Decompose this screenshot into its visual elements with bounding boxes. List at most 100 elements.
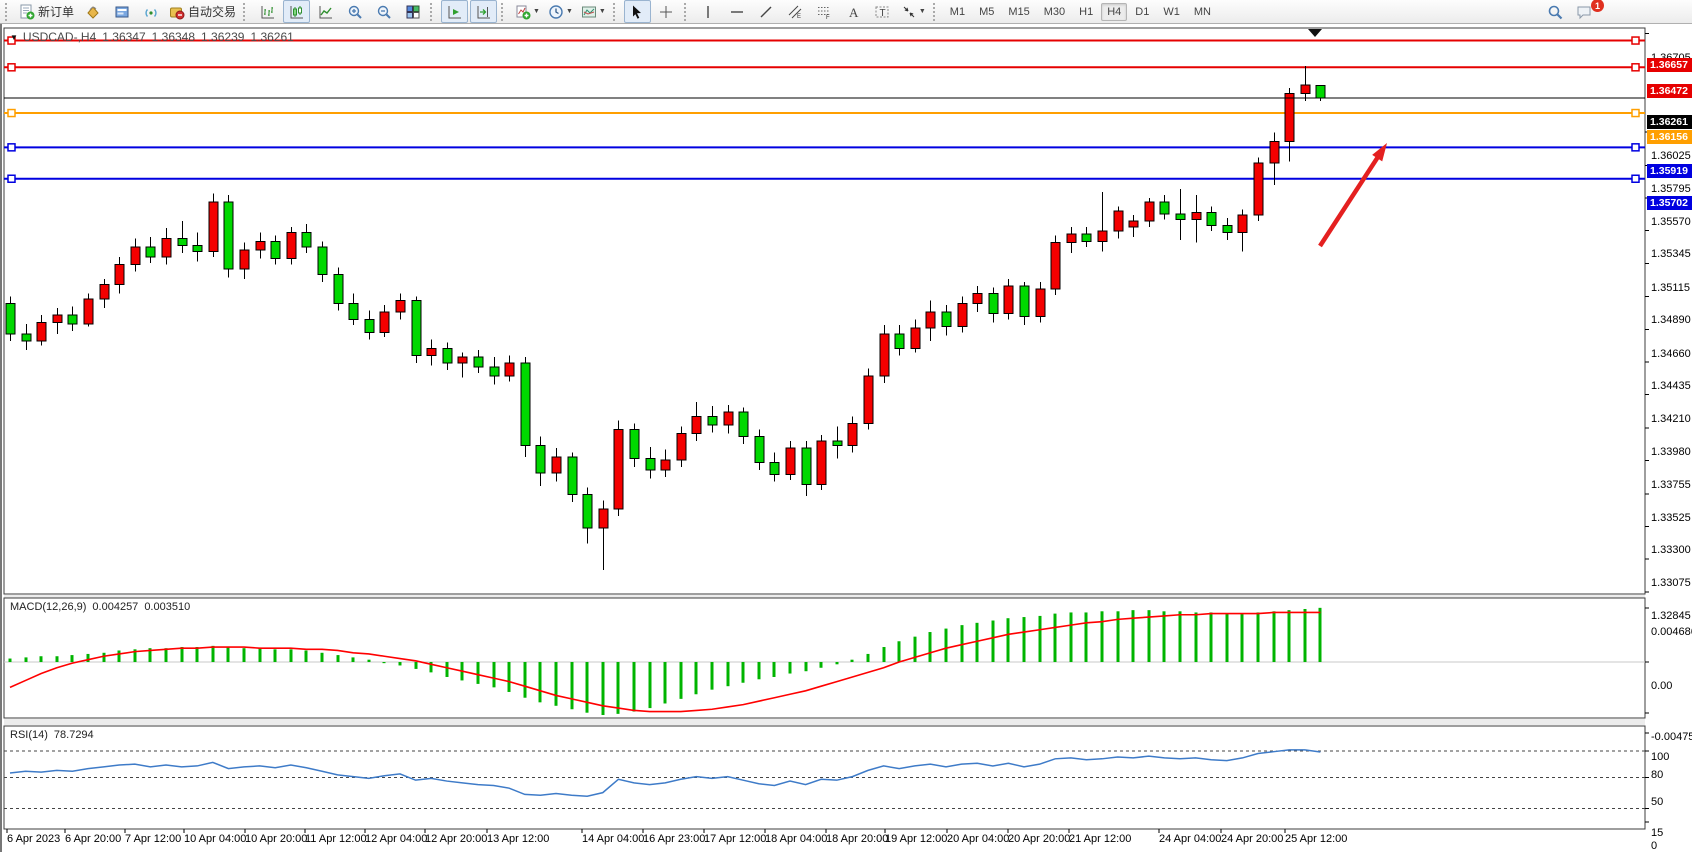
timeframe-H1[interactable]: H1 xyxy=(1079,5,1094,18)
candle-down xyxy=(1315,84,1326,99)
candle-down xyxy=(145,246,156,258)
timeframe-W1[interactable]: W1 xyxy=(1163,5,1180,18)
horizontal-line-tool-button[interactable] xyxy=(724,0,751,23)
candlestick-mode-button[interactable] xyxy=(283,0,311,23)
horizontal-line-1.35919[interactable] xyxy=(4,143,1645,152)
chart-menu-icon[interactable]: ▼ xyxy=(10,32,18,42)
timeframe-M30[interactable]: M30 xyxy=(1043,5,1066,18)
candle-up xyxy=(847,423,858,446)
last-bar-marker-icon xyxy=(1308,29,1322,37)
candle-up xyxy=(691,415,702,435)
arrows-tool-button[interactable]: ▼ xyxy=(898,0,929,23)
candle-down xyxy=(629,428,640,459)
templates-button[interactable]: ▼ xyxy=(578,0,609,23)
candle-down xyxy=(769,462,780,475)
search-icon xyxy=(1547,4,1564,21)
new-order-button[interactable]: 新订单 xyxy=(16,0,77,23)
candle-down xyxy=(67,314,78,325)
text-label-tool-button[interactable]: T xyxy=(869,0,896,23)
signals-button[interactable] xyxy=(137,0,164,23)
candle-up xyxy=(551,456,562,474)
candle-down xyxy=(582,494,593,529)
cursor-tool-button[interactable] xyxy=(623,0,651,23)
svg-text:T: T xyxy=(880,8,886,19)
candle-up xyxy=(379,311,390,333)
candle-down xyxy=(894,333,905,349)
auto-scroll-button[interactable] xyxy=(441,0,469,23)
candle-up xyxy=(598,508,609,529)
crosshair-icon xyxy=(658,4,674,20)
profiles-icon xyxy=(114,4,130,20)
horizontal-line-1.35702[interactable] xyxy=(4,174,1645,183)
timeframe-MN[interactable]: MN xyxy=(1193,5,1211,18)
candle-down xyxy=(738,411,749,438)
candle-up xyxy=(1128,220,1139,228)
line-chart-icon xyxy=(318,4,334,20)
trendline-tool-button[interactable] xyxy=(753,0,780,23)
zoom-in-button[interactable] xyxy=(341,0,368,23)
text-tool-button[interactable]: A xyxy=(840,0,867,23)
candle-down xyxy=(301,232,312,248)
candle-up xyxy=(395,300,406,313)
paint-bucket-icon xyxy=(85,4,101,20)
equidistant-channel-icon: E xyxy=(787,4,803,20)
timeframe-D1[interactable]: D1 xyxy=(1135,5,1150,18)
profiles-button[interactable] xyxy=(108,0,135,23)
search-button[interactable] xyxy=(1542,1,1569,24)
crosshair-tool-button[interactable] xyxy=(653,0,680,23)
periods-button[interactable]: ▼ xyxy=(545,0,576,23)
timeframe-M15[interactable]: M15 xyxy=(1008,5,1030,18)
chevron-down-icon: ▼ xyxy=(598,8,606,15)
panel-splitter[interactable] xyxy=(4,595,1645,598)
candle-down xyxy=(1159,201,1170,215)
candle-up xyxy=(910,327,921,349)
candle-up xyxy=(1191,211,1202,221)
timeframe-M5[interactable]: M5 xyxy=(979,5,995,18)
candle-up xyxy=(676,433,687,461)
horizontal-line-1.36472[interactable] xyxy=(4,63,1645,72)
candle-down xyxy=(941,311,952,328)
horizontal-line-1.36156[interactable] xyxy=(4,108,1645,118)
indicators-button[interactable]: ▼ xyxy=(512,0,543,23)
candle-down xyxy=(801,447,812,485)
panel-splitter[interactable] xyxy=(4,719,1645,725)
toolbar-separator xyxy=(932,2,940,21)
chart-shift-icon xyxy=(476,4,492,20)
candle-down xyxy=(520,362,531,446)
timeframe-M1[interactable]: M1 xyxy=(949,5,966,18)
horizontal-line-1.36657[interactable] xyxy=(4,36,1645,45)
chevron-down-icon: ▼ xyxy=(533,8,540,15)
candle-up xyxy=(99,284,110,300)
candle-down xyxy=(1019,285,1030,318)
signal-icon xyxy=(143,4,159,20)
chart-shift-button[interactable] xyxy=(470,0,498,23)
toolbar-grip[interactable] xyxy=(5,2,12,21)
auto-trading-button[interactable]: 自动交易 xyxy=(166,0,239,23)
line-chart-mode-button[interactable] xyxy=(312,0,339,23)
zoom-out-button[interactable] xyxy=(370,0,397,23)
timeframe-group: M1 M5 M15 M30 H1 H4 D1 W1 MN xyxy=(943,2,1218,21)
macd-panel-frame xyxy=(3,597,1646,719)
auto-trading-icon xyxy=(169,4,185,20)
chat-bubble-icon xyxy=(1576,4,1593,21)
price-chart-plot xyxy=(3,27,1649,833)
candle-down xyxy=(21,333,32,342)
styler-button[interactable] xyxy=(79,0,106,23)
bar-chart-mode-button[interactable] xyxy=(254,0,281,23)
fibonacci-tool-button[interactable]: F xyxy=(811,0,838,23)
candle-up xyxy=(1035,288,1046,318)
candle-up xyxy=(957,302,968,328)
tile-windows-button[interactable] xyxy=(399,0,426,23)
chevron-down-icon: ▼ xyxy=(565,8,573,15)
vertical-line-tool-button[interactable] xyxy=(695,0,722,23)
candle-up xyxy=(879,333,890,377)
candle-down xyxy=(707,415,718,426)
text-label-icon: T xyxy=(874,4,890,20)
notifications-button[interactable]: 1 xyxy=(1571,0,1604,24)
timeframe-H4[interactable]: H4 xyxy=(1101,2,1128,21)
chart-low-value: 1.36239 xyxy=(201,30,245,44)
candle-down xyxy=(1206,211,1217,226)
candle-up xyxy=(130,246,141,265)
clock-icon xyxy=(548,4,564,20)
channel-tool-button[interactable]: E xyxy=(782,0,809,23)
